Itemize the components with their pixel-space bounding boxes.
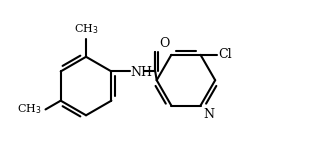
Text: CH$_3$: CH$_3$ xyxy=(17,103,42,116)
Text: N: N xyxy=(203,108,214,121)
Text: O: O xyxy=(159,37,170,50)
Text: Cl: Cl xyxy=(218,48,232,61)
Text: CH$_3$: CH$_3$ xyxy=(74,22,98,36)
Text: NH: NH xyxy=(130,66,152,79)
